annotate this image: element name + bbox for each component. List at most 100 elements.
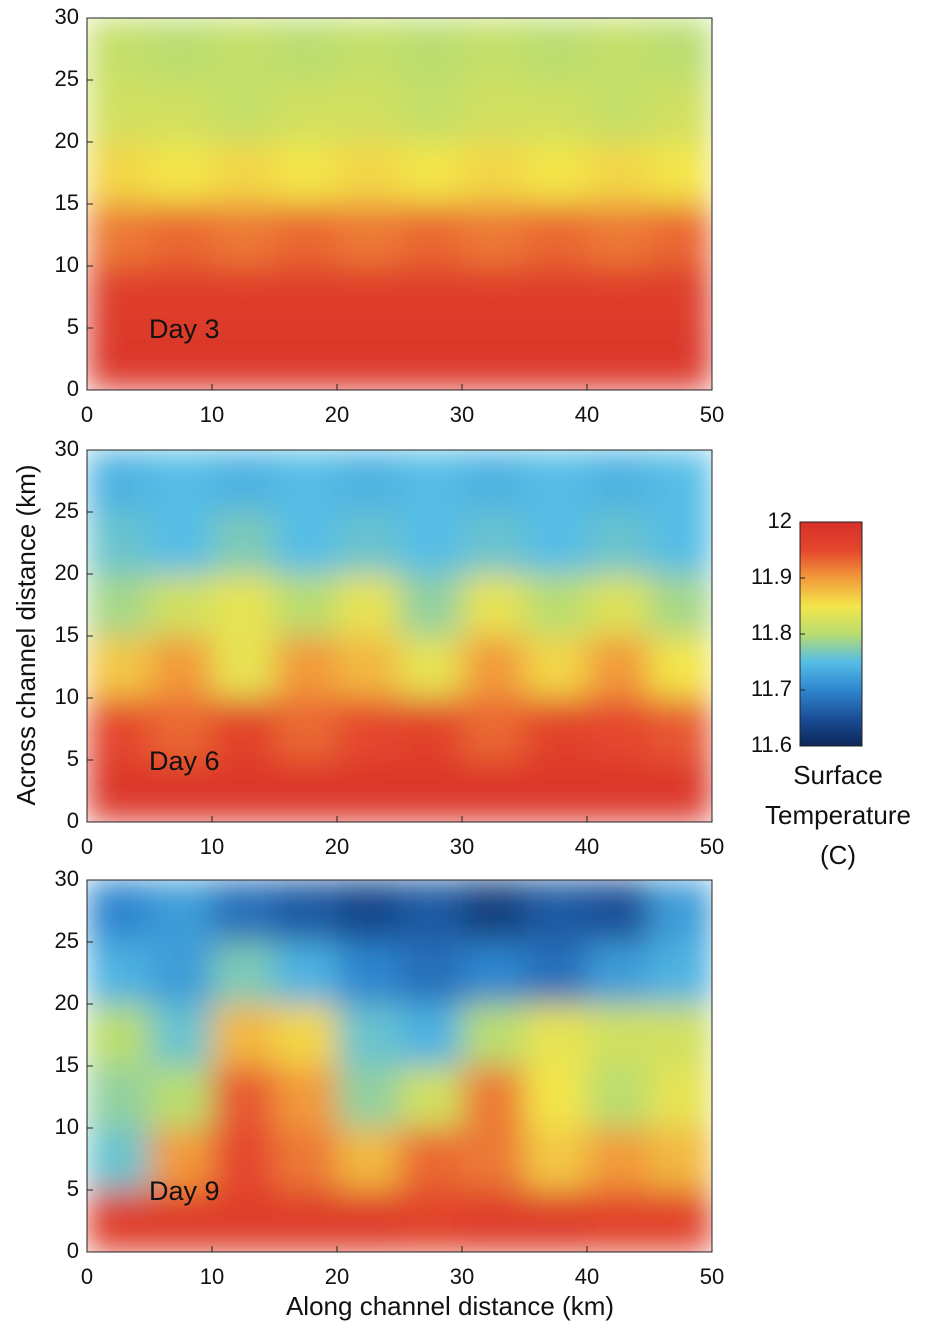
cell bbox=[212, 1190, 275, 1252]
cell bbox=[649, 880, 712, 943]
cells bbox=[87, 880, 712, 1252]
y-tick-label: 30 bbox=[55, 436, 79, 461]
cell bbox=[87, 142, 150, 205]
cell bbox=[587, 880, 650, 943]
cells bbox=[87, 450, 712, 822]
cell bbox=[649, 266, 712, 329]
cell bbox=[337, 574, 400, 637]
cell bbox=[587, 80, 650, 143]
x-tick-label: 0 bbox=[81, 1264, 93, 1289]
cell bbox=[462, 512, 525, 575]
cell bbox=[212, 636, 275, 699]
cell bbox=[87, 698, 150, 761]
cell bbox=[337, 760, 400, 822]
cell bbox=[649, 698, 712, 761]
y-tick-label: 20 bbox=[55, 128, 79, 153]
y-tick-label: 20 bbox=[55, 990, 79, 1015]
cell bbox=[399, 1190, 463, 1252]
cell bbox=[212, 574, 275, 637]
cell bbox=[87, 328, 150, 390]
cell bbox=[337, 942, 400, 1005]
cell bbox=[149, 18, 213, 81]
cell bbox=[87, 942, 150, 1005]
cell bbox=[212, 18, 275, 81]
cell bbox=[212, 1128, 275, 1191]
cell bbox=[462, 1066, 525, 1129]
cell bbox=[649, 512, 712, 575]
cell bbox=[649, 760, 712, 822]
cell bbox=[399, 266, 463, 329]
cell bbox=[524, 1190, 588, 1252]
annotation: Day 9 bbox=[149, 1176, 220, 1206]
cell bbox=[399, 80, 463, 143]
y-tick-label: 15 bbox=[55, 622, 79, 647]
cell bbox=[587, 1004, 650, 1067]
y-tick-label: 5 bbox=[67, 746, 79, 771]
x-tick-label: 20 bbox=[325, 834, 349, 859]
cell bbox=[399, 328, 463, 390]
cell bbox=[212, 760, 275, 822]
cell bbox=[274, 512, 338, 575]
cell bbox=[399, 698, 463, 761]
cell bbox=[649, 636, 712, 699]
y-tick-label: 10 bbox=[55, 684, 79, 709]
y-tick-label: 0 bbox=[67, 1238, 79, 1263]
cell bbox=[399, 204, 463, 267]
cell bbox=[87, 760, 150, 822]
cell bbox=[462, 450, 525, 513]
cell bbox=[399, 574, 463, 637]
cell bbox=[587, 1066, 650, 1129]
cell bbox=[462, 1190, 525, 1252]
cell bbox=[149, 760, 213, 822]
x-tick-label: 50 bbox=[700, 1264, 724, 1289]
cell bbox=[149, 574, 213, 637]
x-tick-label: 30 bbox=[450, 834, 474, 859]
y-tick-label: 30 bbox=[55, 866, 79, 891]
cell bbox=[337, 80, 400, 143]
cells bbox=[87, 18, 712, 390]
colorbar-tick-label: 11.8 bbox=[751, 620, 792, 645]
cell bbox=[524, 142, 588, 205]
cell bbox=[149, 328, 213, 390]
cell bbox=[587, 698, 650, 761]
cell bbox=[649, 80, 712, 143]
cell bbox=[149, 636, 213, 699]
cell bbox=[524, 1066, 588, 1129]
cell bbox=[524, 1128, 588, 1191]
cell bbox=[149, 1128, 213, 1191]
cell bbox=[399, 450, 463, 513]
y-tick-label: 30 bbox=[55, 4, 79, 29]
cell bbox=[87, 450, 150, 513]
cell bbox=[274, 1066, 338, 1129]
cell bbox=[462, 760, 525, 822]
cell bbox=[462, 636, 525, 699]
x-tick-label: 0 bbox=[81, 834, 93, 859]
x-tick-label: 40 bbox=[575, 1264, 599, 1289]
cell bbox=[274, 18, 338, 81]
cell bbox=[87, 266, 150, 329]
cell bbox=[149, 142, 213, 205]
cell bbox=[587, 574, 650, 637]
cell bbox=[87, 204, 150, 267]
x-tick-label: 30 bbox=[450, 402, 474, 427]
y-tick-label: 15 bbox=[55, 190, 79, 215]
cell bbox=[274, 266, 338, 329]
cell bbox=[337, 636, 400, 699]
cell bbox=[399, 636, 463, 699]
x-tick-label: 20 bbox=[325, 1264, 349, 1289]
y-tick-label: 15 bbox=[55, 1052, 79, 1077]
cell bbox=[212, 1066, 275, 1129]
y-axis-label: Across channel distance (km) bbox=[11, 464, 41, 805]
cell bbox=[649, 574, 712, 637]
cell bbox=[149, 450, 213, 513]
colorbar-tick-label: 12 bbox=[768, 508, 792, 533]
cell bbox=[87, 1004, 150, 1067]
cell bbox=[399, 512, 463, 575]
cell bbox=[274, 636, 338, 699]
cell bbox=[462, 204, 525, 267]
cell bbox=[524, 574, 588, 637]
y-tick-label: 25 bbox=[55, 928, 79, 953]
cell bbox=[462, 1128, 525, 1191]
cell bbox=[524, 204, 588, 267]
heatmap bbox=[87, 450, 712, 822]
